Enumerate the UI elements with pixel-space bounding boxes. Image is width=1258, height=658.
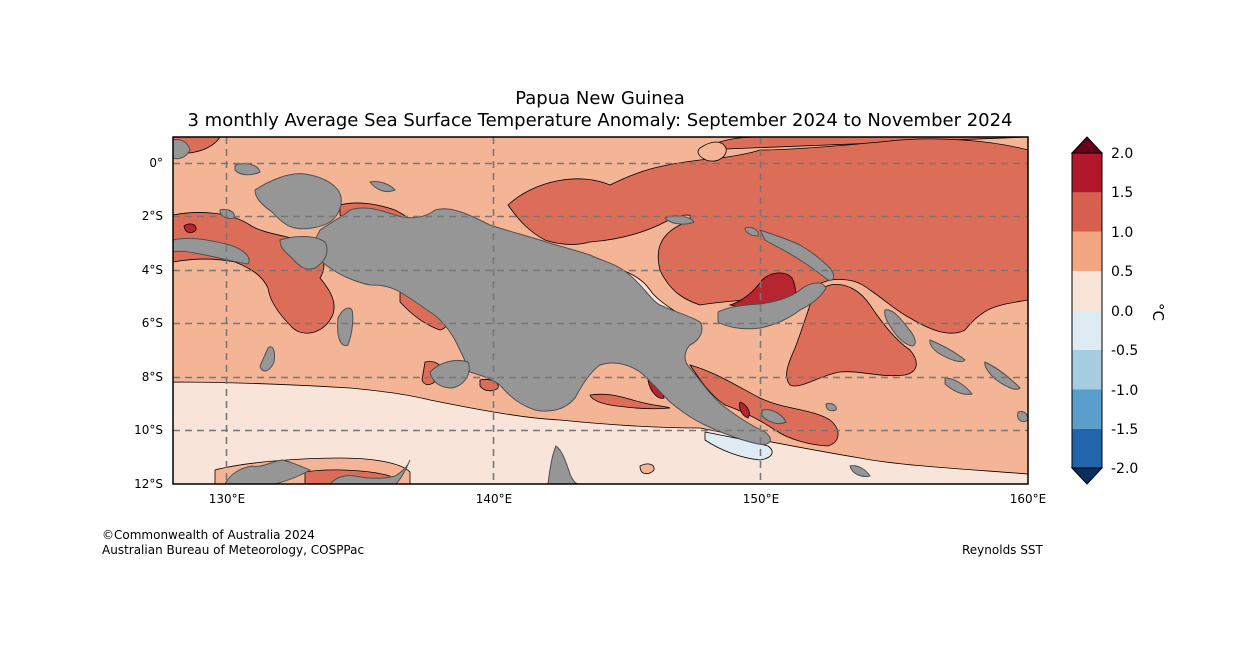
land-manus — [664, 215, 695, 225]
land-masses — [173, 139, 1028, 484]
lat-tick-6s: 6°S — [142, 316, 163, 330]
colorbar-tick-0.0: 0.0 — [1111, 304, 1133, 320]
land-louisiade — [825, 403, 837, 412]
footer-attribution: ©Commonwealth of Australia 2024 Australi… — [102, 528, 364, 558]
land-santa-isabel — [984, 361, 1021, 390]
land-new-hanover — [744, 227, 759, 237]
colorbar-tick-0.5: 0.5 — [1111, 264, 1133, 280]
land-new-guinea — [313, 207, 771, 445]
colorbar-tick-neg2.0: -2.0 — [1111, 461, 1138, 477]
lat-tick-12s: 12°S — [134, 477, 163, 491]
land-aru — [337, 307, 354, 347]
land-bougainville — [884, 309, 916, 347]
colorbar-tick-neg1.0: -1.0 — [1111, 383, 1138, 399]
map-title: Papua New Guinea — [515, 88, 685, 109]
land-island-nw1 — [234, 163, 261, 176]
land-cape-york — [547, 445, 579, 484]
anomaly-region-1.0-1.5-bismarck — [786, 283, 917, 387]
land-kai — [259, 346, 275, 372]
lon-tick-160e: 160°E — [1010, 492, 1047, 506]
lat-tick-8s: 8°S — [142, 370, 163, 384]
lon-tick-140e: 140°E — [476, 492, 513, 506]
anomaly-region-1.5-2.0-west-spot — [183, 223, 197, 234]
land-birds-head — [254, 173, 342, 230]
map-frame — [172, 136, 1029, 485]
land-new-georgia — [944, 377, 973, 395]
map-gridlines — [173, 137, 1028, 484]
colorbar-tick-1.5: 1.5 — [1111, 185, 1133, 201]
anomaly-region-0.5-1.0-pacific-pocket — [697, 141, 727, 162]
colorbar-band-1.0-1.5 — [1072, 192, 1102, 232]
lon-tick-150e: 150°E — [743, 492, 780, 506]
anomaly-region-1.5-2.0-coral-spot — [739, 401, 750, 419]
colorbar-extend-max — [1070, 136, 1104, 154]
land-island-nw3 — [369, 181, 396, 193]
lon-tick-labels: 130°E 140°E 150°E 160°E — [209, 492, 1047, 506]
colorbar-band-0.0-0.5 — [1072, 271, 1102, 311]
land-timor-east — [849, 465, 871, 477]
land-new-britain — [717, 282, 827, 330]
footer-agency: Australian Bureau of Meteorology, COSPPa… — [102, 543, 365, 557]
land-arnhem-land — [224, 459, 312, 484]
colorbar-band-neg0.5-0.0 — [1072, 310, 1102, 350]
footer-data-source: Reynolds SST — [962, 543, 1043, 557]
colorbar-frame — [1071, 152, 1103, 469]
land-bomberai — [279, 236, 328, 270]
lat-tick-4s: 4°S — [142, 263, 163, 277]
land-guadalcanal — [1017, 411, 1028, 423]
lon-tick-130e: 130°E — [209, 492, 246, 506]
land-new-ireland — [759, 229, 835, 281]
colorbar-tick-2.0: 2.0 — [1111, 146, 1133, 162]
anomaly-region-0.0-0.5-south — [173, 381, 1028, 484]
colorbar-band-0.5-1.0 — [1072, 231, 1102, 272]
land-choiseul — [929, 339, 966, 363]
land-north-australia-east — [329, 459, 411, 484]
anomaly-region-1.0-1.5-coral-sea — [689, 364, 839, 447]
land-buru — [173, 139, 191, 160]
land-dentrecasteaux — [761, 409, 787, 425]
colorbar-tick-1.0: 1.0 — [1111, 225, 1133, 241]
colorbar-band-neg2.0-neg1.5 — [1072, 428, 1102, 468]
lat-tick-0: 0° — [149, 156, 163, 170]
colorbar-tick-neg0.5: -0.5 — [1111, 343, 1138, 359]
land-seram — [173, 237, 250, 265]
colorbar-band-neg1.0-neg0.5 — [1072, 350, 1102, 390]
lat-tick-10s: 10°S — [134, 423, 163, 437]
footer-copyright: ©Commonwealth of Australia 2024 — [102, 528, 315, 542]
colorbar-band-1.5-2.0 — [1072, 153, 1102, 193]
anomaly-region-neg0.5-0.0-south — [704, 431, 773, 461]
colorbar-extend-min — [1070, 467, 1104, 485]
map-subtitle: 3 monthly Average Sea Surface Temperatur… — [187, 110, 1013, 131]
colorbar-band-neg1.5-neg1.0 — [1072, 389, 1102, 429]
colorbar: 2.0 1.5 1.0 0.5 0.0 -0.5 -1.0 -1.5 -2.0 … — [1070, 136, 1167, 485]
anomaly-region-1.0-1.5-gulf — [589, 393, 671, 410]
map-canvas — [173, 137, 1028, 484]
lat-tick-labels: 0° 2°S 4°S 6°S 8°S 10°S 12°S — [134, 156, 163, 491]
colorbar-unit-label: °C — [1149, 303, 1167, 321]
lat-tick-2s: 2°S — [142, 209, 163, 223]
colorbar-tick-neg1.5: -1.5 — [1111, 422, 1138, 438]
anomaly-region-0.5-1.0-southcentral — [639, 463, 655, 475]
colorbar-tick-labels: 2.0 1.5 1.0 0.5 0.0 -0.5 -1.0 -1.5 -2.0 — [1111, 146, 1138, 477]
